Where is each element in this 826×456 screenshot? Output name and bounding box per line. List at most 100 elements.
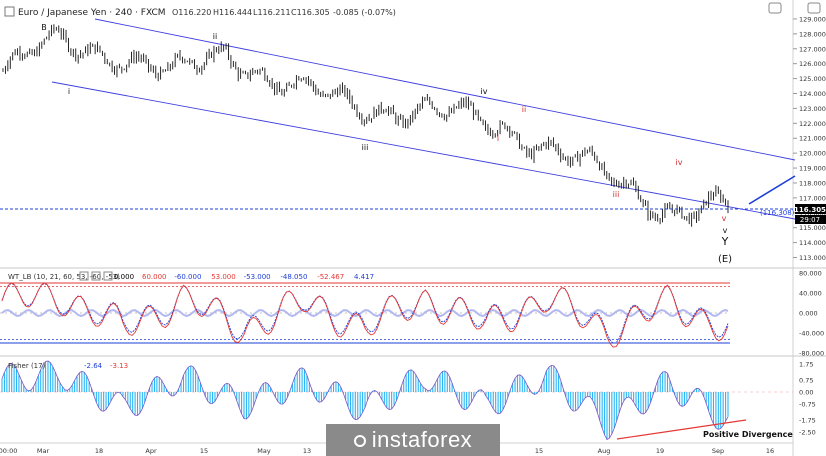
time-tick-label: Aug: [598, 447, 611, 455]
wt-value: 60.000: [142, 273, 167, 281]
eye-icon: [79, 271, 89, 281]
ohlc-close: C116.305: [291, 8, 330, 17]
wt-value: 4.417: [354, 273, 374, 281]
wt-value: -60.000: [174, 273, 201, 281]
current-price-text: 116.305: [794, 206, 826, 214]
watermark: instaforex: [326, 424, 500, 456]
wave-label-i1: i: [68, 87, 70, 96]
price-tick-label: 114.000: [799, 239, 826, 247]
time-tick-label: 16: [766, 447, 774, 455]
ohlc-change: -0.085 (-0.07%): [333, 8, 396, 17]
time-tick-label: 00:00: [0, 447, 17, 455]
symbol-title: Euro / Japanese Yen · 240 · FXCM: [18, 8, 166, 18]
price-tick-label: 115.000: [799, 224, 826, 232]
fisher-value: -2.64: [84, 362, 103, 370]
time-tick-label: 15: [535, 447, 543, 455]
time-tick-label: 19: [656, 447, 664, 455]
price-tick-label: 125.000: [799, 75, 826, 83]
watermark-text: instaforex: [371, 427, 473, 452]
price-tick-label: 128.000: [799, 30, 826, 38]
price-tick-label: 129.000: [799, 15, 826, 23]
elliott-channel: [51, 18, 796, 220]
watermark-logo-icon: [353, 435, 366, 448]
wt-value: 53.000: [211, 273, 236, 281]
collapse-icon[interactable]: [4, 6, 15, 17]
wave-label-ii2: ii: [522, 105, 526, 114]
wave-label-v-red: v: [722, 214, 727, 223]
price-tick-label: 120.000: [799, 150, 826, 158]
current-price-tag: [795, 204, 826, 214]
fisher-tick-label: -2.50: [799, 429, 816, 437]
wave-label-v: v: [723, 226, 728, 235]
price-tick-label: 121.000: [799, 135, 826, 143]
ohlc-high: H116.444: [213, 8, 252, 17]
channel-upper: [94, 18, 796, 161]
wt-tick-label: 40.000: [799, 290, 822, 298]
price-tick-label: 123.000: [799, 105, 826, 113]
time-tick-label: 15: [200, 447, 208, 455]
wave-label-iv1: iv: [481, 87, 488, 96]
ohlc-low: L116.211: [253, 8, 291, 17]
settings-icon[interactable]: [768, 2, 782, 14]
wt-tick-label: -80.000: [799, 350, 824, 358]
price-tick-label: 127.000: [799, 45, 826, 53]
fisher-histogram: 1.75 0.75 0.00 -0.75 -1.75 -2.50: [0, 360, 816, 441]
wt-tick-label: 0.000: [799, 310, 818, 318]
price-tick-label: 124.000: [799, 90, 826, 98]
divergence-line: [616, 419, 747, 440]
channel-lower: [51, 81, 796, 220]
price-tick-label: 117.000: [799, 194, 826, 202]
time-tick-label: Mar: [37, 447, 50, 455]
time-tick-label: Apr: [145, 447, 157, 455]
fisher-tick-label: 0.75: [799, 377, 813, 385]
wt-oscillator: 80.000 40.000 0.000 -40.000 -80.000: [0, 270, 824, 358]
wave-label-ii1: ii: [213, 32, 217, 41]
price-tick-label: 113.000: [799, 254, 826, 262]
time-tick-label: 18: [95, 447, 103, 455]
wt-tick-label: 80.000: [799, 270, 822, 278]
time-tick-label: Sep: [712, 447, 724, 455]
price-tick-label: 118.000: [799, 179, 826, 187]
wt-value: -53.000: [244, 273, 271, 281]
wave-label-e: (E): [718, 254, 732, 265]
wt-histogram-area: [1, 308, 729, 318]
countdown-text: 29:07: [800, 216, 820, 224]
price-axis: 129.000 128.000 127.000 126.000 125.000 124.0…: [793, 15, 826, 262]
wt-values: 0.000 60.000 -60.000 53.000 -53.000 -48.050 -5…: [79, 271, 374, 281]
settings-icon: [91, 271, 101, 281]
wt-fast-line: [1, 282, 729, 344]
wt-value: 0.000: [114, 273, 134, 281]
fisher-values: -2.64 -3.13: [84, 362, 128, 370]
wave-label-iii2: iii: [613, 190, 620, 199]
price-candles: [2, 24, 729, 227]
fisher-tick-label: 0.00: [799, 389, 813, 397]
wt-slow-line: [1, 282, 729, 348]
projection-arrow: [748, 175, 796, 205]
price-tick-label: 126.000: [799, 60, 826, 68]
fisher-line: [1, 360, 729, 441]
close-icon: [103, 271, 113, 281]
time-tick-label: May: [257, 447, 271, 455]
screenshot-icon[interactable]: [807, 2, 821, 14]
price-tick-label: 119.000: [799, 165, 826, 173]
wt-value: -52.467: [317, 273, 344, 281]
fisher-value: -3.13: [110, 362, 128, 370]
level-label: (116.308): [760, 209, 795, 217]
ohlc-open: O116.220: [172, 8, 211, 17]
time-tick-label: 13: [303, 447, 311, 455]
wave-label-b: B: [41, 23, 47, 32]
wave-label-iii1: iii: [362, 143, 369, 152]
wt-title: WT_LB (10, 21, 60, 53, -60, -53): [8, 273, 120, 281]
wave-label-iv2: iv: [676, 158, 683, 167]
wave-label-i2: i: [497, 134, 499, 143]
divergence-label: Positive Divergence: [703, 430, 793, 439]
fisher-tick-label: -1.75: [799, 417, 816, 425]
countdown-tag: [795, 215, 826, 224]
fisher-title: Fisher (17): [8, 362, 46, 370]
fisher-tick-label: -0.75: [799, 401, 816, 409]
wt-value: -48.050: [280, 273, 307, 281]
price-tick-label: 122.000: [799, 120, 826, 128]
wave-label-y: Y: [721, 235, 729, 248]
wt-tick-label: -40.000: [799, 330, 824, 338]
